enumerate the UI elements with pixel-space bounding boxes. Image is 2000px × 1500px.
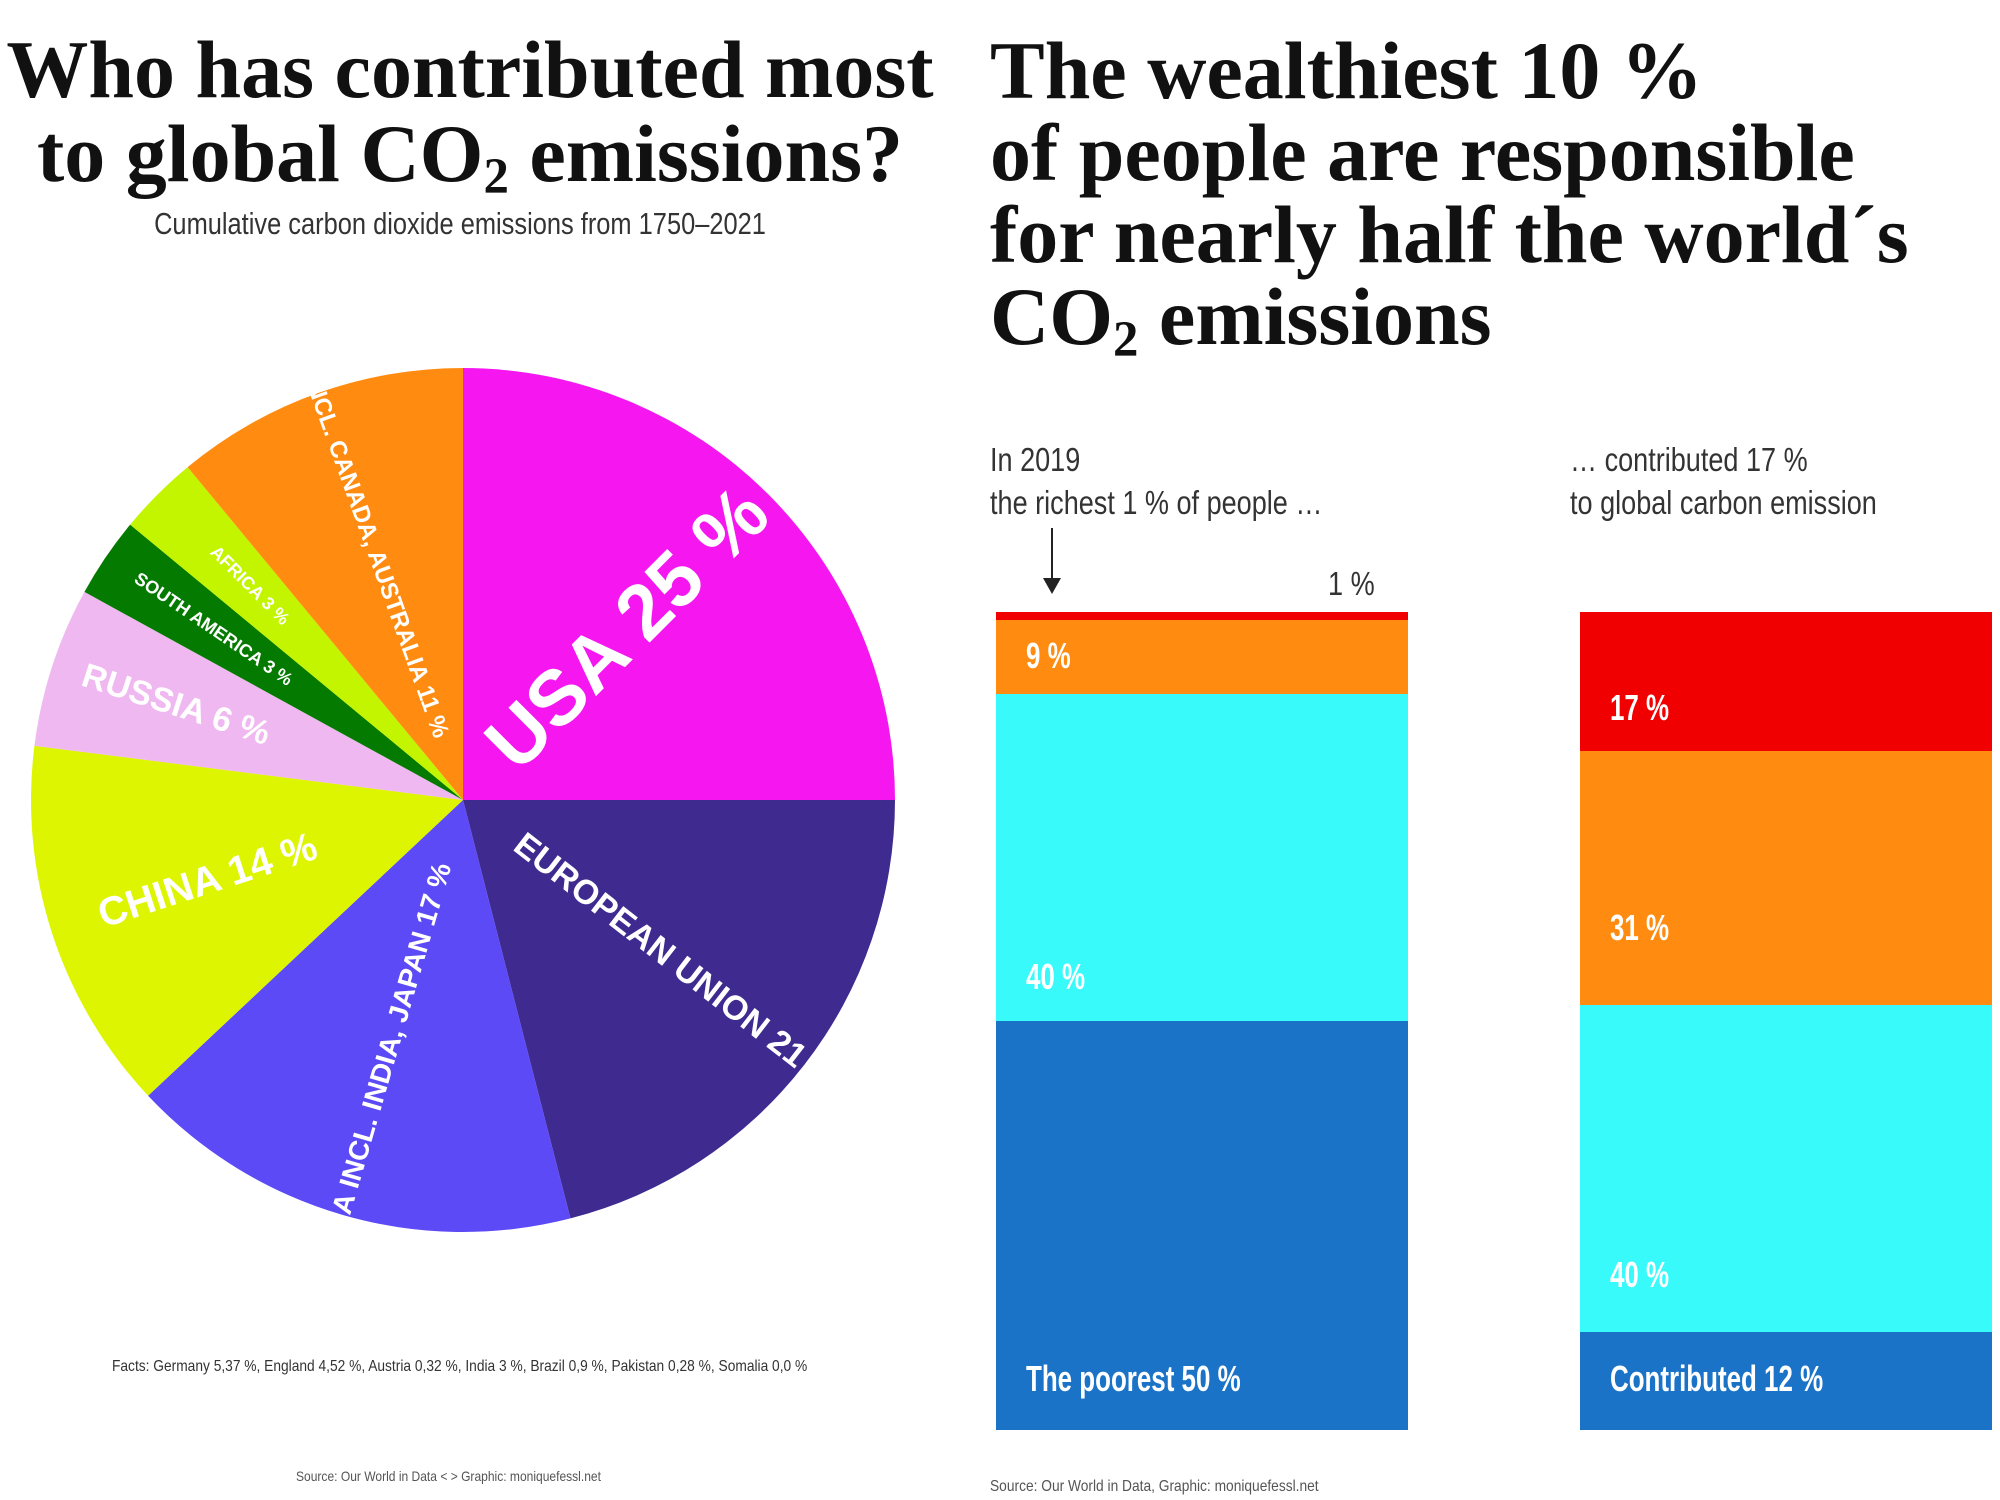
pie-slice [130,467,463,800]
note-left: In 2019 the richest 1 % of people … [990,438,1322,524]
pie-slice [30,745,463,1096]
pie-slice [463,368,895,800]
pie-slice [463,800,895,1219]
pie-chart: USA 25 %EUROPEAN UNION 21 %ASIA INCL. IN… [30,305,895,1260]
note-left-line2: the richest 1 % of people … [990,484,1323,521]
source-right: Source: Our World in Data, Graphic: moni… [990,1478,1319,1495]
bar-segment-label: 40 % [1026,956,1086,998]
pie-slice [187,368,463,800]
pie-slice [148,800,571,1232]
pie-subtitle: Cumulative carbon dioxide emissions from… [154,206,766,241]
note-right-line2: to global carbon emission [1570,484,1877,521]
right-title: The wealthiest 10 % of people are respon… [990,30,1990,365]
bar-emissions: Contributed 12 % 40 % 31 % 17 % [1580,612,1992,1430]
pie-slice [84,524,463,800]
bar-segment: 40 % [1580,1004,1992,1332]
right-title-line4b: emissions [1138,271,1492,362]
note-left-line1: In 2019 [990,441,1081,478]
facts-note: Facts: Germany 5,37 %, England 4,52 %, A… [112,1358,808,1375]
right-title-line4a: CO [990,271,1113,362]
arrow-down-icon [1051,528,1053,582]
bar-segment-label: 31 % [1610,906,1670,948]
right-title-line1: The wealthiest 10 % [990,25,1703,116]
pie-slice [34,591,464,800]
arrow-head-icon [1043,578,1061,594]
bar-segment: 17 % [1580,612,1992,752]
left-title-line2b: emissions? [508,107,903,199]
bar-segment: 9 % [996,620,1408,694]
bar-segment: 40 % [996,693,1408,1021]
bar-segment-label: 17 % [1610,687,1670,729]
right-title-line2: of people are responsible [990,107,1855,198]
source-left: Source: Our World in Data < > Graphic: m… [296,1468,601,1484]
one-percent-label: 1 % [1328,565,1375,602]
right-title-line3: for nearly half the world´s [990,189,1909,280]
bar-people: The poorest 50 % 40 % 9 % [996,612,1408,1430]
bar-segment-label: 40 % [1610,1253,1670,1295]
left-title: Who has contributed most to global CO2 e… [0,28,940,202]
bar-segment-label: The poorest 50 % [1026,1358,1241,1399]
bar-segment: Contributed 12 % [1580,1331,1992,1430]
left-title-sub: 2 [483,147,509,204]
note-right: … contributed 17 % to global carbon emis… [1570,438,1877,524]
left-title-line1: Who has contributed most [6,24,934,115]
left-title-line2a: to global CO [36,107,484,199]
bar-segment: The poorest 50 % [996,1021,1408,1430]
note-right-line1: … contributed 17 % [1570,441,1808,478]
right-title-sub: 2 [1113,311,1139,368]
bar-segment: 31 % [1580,751,1992,1005]
bar-segment-label: Contributed 12 % [1610,1357,1824,1399]
bar-segment [996,612,1408,621]
bar-segment-label: 9 % [1026,634,1071,676]
